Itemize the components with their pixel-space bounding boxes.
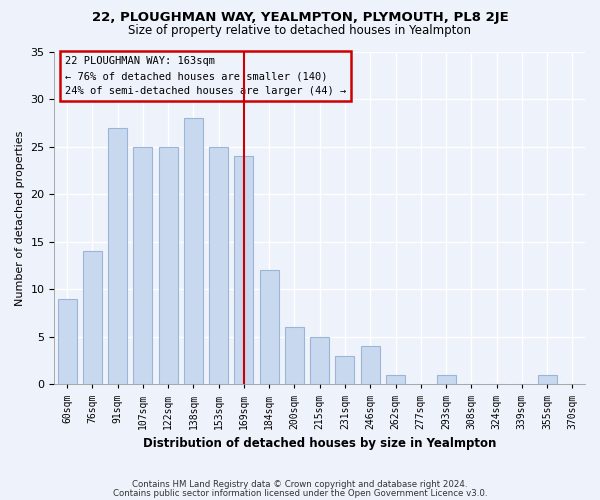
Text: Contains public sector information licensed under the Open Government Licence v3: Contains public sector information licen… bbox=[113, 488, 487, 498]
Bar bbox=[285, 328, 304, 384]
Bar bbox=[386, 375, 405, 384]
Text: Size of property relative to detached houses in Yealmpton: Size of property relative to detached ho… bbox=[128, 24, 472, 37]
Bar bbox=[310, 337, 329, 384]
Bar bbox=[437, 375, 455, 384]
Bar bbox=[158, 146, 178, 384]
Text: Contains HM Land Registry data © Crown copyright and database right 2024.: Contains HM Land Registry data © Crown c… bbox=[132, 480, 468, 489]
Bar bbox=[361, 346, 380, 385]
Bar bbox=[133, 146, 152, 384]
Bar bbox=[58, 299, 77, 384]
Bar bbox=[538, 375, 557, 384]
Bar bbox=[235, 156, 253, 384]
Text: 22 PLOUGHMAN WAY: 163sqm
← 76% of detached houses are smaller (140)
24% of semi-: 22 PLOUGHMAN WAY: 163sqm ← 76% of detach… bbox=[65, 56, 346, 96]
Text: 22, PLOUGHMAN WAY, YEALMPTON, PLYMOUTH, PL8 2JE: 22, PLOUGHMAN WAY, YEALMPTON, PLYMOUTH, … bbox=[92, 11, 508, 24]
Bar bbox=[83, 251, 102, 384]
Bar bbox=[335, 356, 355, 384]
Bar bbox=[209, 146, 228, 384]
Bar bbox=[260, 270, 278, 384]
X-axis label: Distribution of detached houses by size in Yealmpton: Distribution of detached houses by size … bbox=[143, 437, 496, 450]
Bar bbox=[108, 128, 127, 384]
Y-axis label: Number of detached properties: Number of detached properties bbox=[15, 130, 25, 306]
Bar bbox=[184, 118, 203, 384]
